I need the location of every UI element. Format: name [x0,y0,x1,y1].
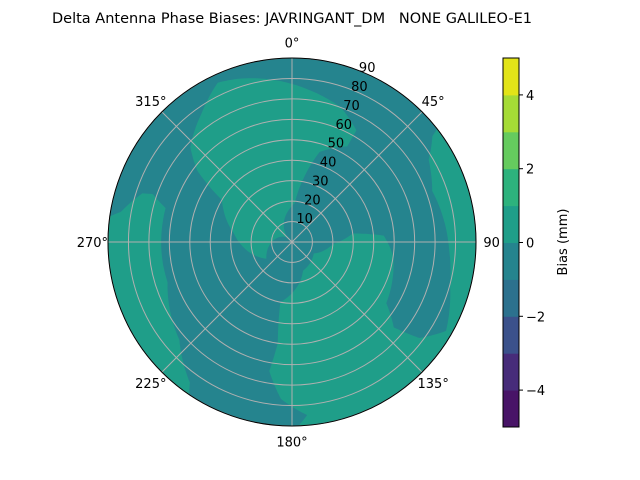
polar-plot-area: 0° 45° 90 135° 180° 225° 270° 315° 10 20 30 40 50 60 7… [77,36,500,450]
theta-tick-label: 270° [77,236,108,251]
theta-tick-label: 90 [483,236,500,251]
contour-region-0 [190,78,357,259]
theta-tick-label: 225° [135,377,166,392]
r-tick-label: 60 [335,118,352,133]
colorbar-segment [503,390,519,428]
colorbar-segment [503,279,519,317]
colorbar-segment [503,58,519,96]
colorbar-tick-label: −2 [526,310,545,325]
r-tick-label: 30 [312,174,329,189]
theta-tick-label: 180° [276,436,307,451]
colorbar-tick-label: −4 [526,384,545,399]
colorbar-tick-label: 2 [526,163,534,178]
theta-tick-label: 135° [418,377,449,392]
colorbar-segment [503,94,519,133]
angular-gridline [291,241,423,373]
r-tick-label: 70 [343,99,360,114]
colorbar-tick-label: 4 [526,89,534,104]
r-tick-label: 20 [304,193,321,208]
theta-tick-label: 315° [135,95,166,110]
colorbar-segment [503,316,519,354]
r-tick-label: 10 [296,212,313,227]
colorbar-segment [503,131,519,170]
r-tick-label: 90 [359,61,376,76]
theta-tick-label: 0° [285,36,300,51]
chart-title: Delta Antenna Phase Biases: JAVRINGANT_D… [52,11,532,27]
colorbar-segment [503,242,519,280]
polar-frame [107,57,477,427]
theta-tick-label: 45° [422,95,445,110]
colorbar-segment [503,205,519,243]
r-tick-label: 80 [351,80,368,95]
r-tick-label: 50 [328,137,345,152]
colorbar-segment [503,353,519,391]
angular-gridline [291,111,423,243]
colorbar-segment [503,168,519,207]
colorbar: −4 −2 0 2 4 [502,57,545,428]
angular-gridline [161,241,293,373]
angular-gridline [161,111,293,243]
r-tick-label: 40 [320,156,337,171]
colorbar-label: Bias (mm) [556,209,571,276]
colorbar-tick-label: 0 [526,237,534,252]
contour-region-1 [269,128,476,426]
